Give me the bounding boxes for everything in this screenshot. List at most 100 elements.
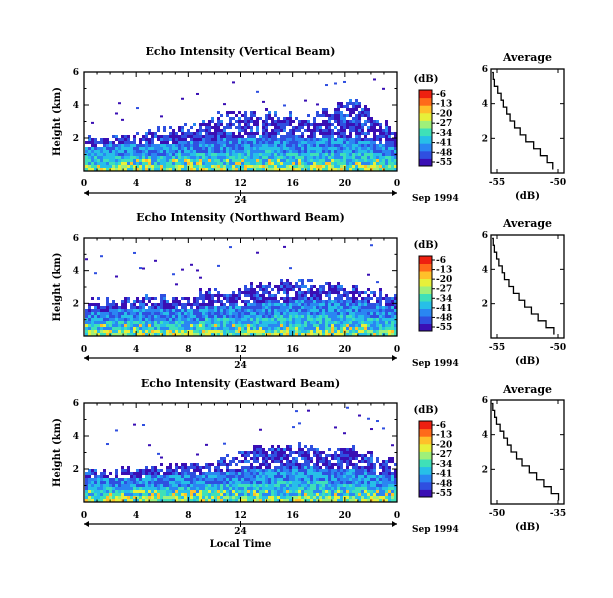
heatmap-cell: [364, 330, 367, 333]
heatmap-cell: [352, 327, 355, 330]
heatmap-cell: [175, 478, 178, 481]
heatmap-cell: [106, 300, 109, 303]
heatmap-cell: [121, 156, 124, 159]
heatmap-cell: [223, 487, 226, 490]
heatmap-cell: [352, 303, 355, 306]
heatmap-cell: [91, 165, 94, 168]
month-label: Sep 1994: [412, 194, 459, 204]
heatmap-cell: [370, 330, 373, 333]
colorbar-segment: [419, 158, 432, 167]
heatmap-cell: [190, 165, 193, 168]
heatmap-cell: [334, 162, 337, 165]
heatmap-cell: [196, 144, 199, 147]
heatmap-cell: [121, 168, 124, 171]
heatmap-cell: [292, 141, 295, 144]
heatmap-cell: [337, 297, 340, 300]
heatmap-cell: [223, 484, 226, 487]
heatmap-cell: [166, 162, 169, 165]
heatmap-cell: [277, 285, 280, 288]
heatmap-cell: [304, 457, 307, 460]
heatmap-cell: [238, 469, 241, 472]
heatmap-cell: [145, 153, 148, 156]
heatmap-cell: [202, 141, 205, 144]
heatmap-cell: [205, 478, 208, 481]
heatmap-cell: [361, 330, 364, 333]
heatmap-cell: [229, 144, 232, 147]
heatmap-cell: [211, 153, 214, 156]
heatmap-cell: [334, 496, 337, 499]
heatmap-cell: [196, 92, 199, 95]
heatmap-cell: [193, 144, 196, 147]
heatmap-cell: [379, 129, 382, 132]
heatmap-cell: [259, 330, 262, 333]
heatmap-cell: [160, 330, 163, 333]
heatmap-cell: [313, 162, 316, 165]
heatmap-cell: [376, 475, 379, 478]
heatmap-cell: [181, 481, 184, 484]
heatmap-cell: [199, 493, 202, 496]
colorbar-segment: [419, 120, 432, 129]
heatmap-cell: [241, 156, 244, 159]
heatmap-cell: [226, 144, 229, 147]
heatmap-cell: [289, 117, 292, 120]
heatmap-cell: [271, 454, 274, 457]
heatmap-cell: [259, 294, 262, 297]
heatmap-cell: [280, 484, 283, 487]
heatmap-cell: [88, 330, 91, 333]
heatmap-cell: [247, 466, 250, 469]
heatmap-cell: [289, 499, 292, 502]
heatmap-cell: [367, 297, 370, 300]
heatmap-cell: [136, 132, 139, 135]
heatmap-cell: [244, 168, 247, 171]
heatmap-cell: [382, 309, 385, 312]
heatmap-cell: [112, 165, 115, 168]
heatmap-cell: [172, 300, 175, 303]
heatmap-cell: [103, 138, 106, 141]
heatmap-cell: [166, 156, 169, 159]
heatmap-cell: [277, 487, 280, 490]
heatmap-cell: [367, 168, 370, 171]
heatmap-cell: [289, 300, 292, 303]
colorbar-segment: [419, 286, 432, 294]
x-tick-label: 20: [339, 511, 352, 521]
heatmap-cell: [223, 490, 226, 493]
heatmap-cell: [340, 150, 343, 153]
heatmap-cell: [145, 330, 148, 333]
heatmap-cell: [358, 138, 361, 141]
heatmap-cell: [355, 108, 358, 111]
heatmap-cell: [151, 333, 154, 336]
heatmap-cell: [382, 487, 385, 490]
heatmap-cell: [142, 150, 145, 153]
heatmap-cell: [313, 132, 316, 135]
heatmap-cell: [337, 120, 340, 123]
heatmap-cell: [121, 159, 124, 162]
heatmap-cell: [292, 321, 295, 324]
heatmap-cell: [289, 333, 292, 336]
heatmap-cell: [163, 294, 166, 297]
heatmap-cell: [319, 499, 322, 502]
heatmap-cell: [109, 306, 112, 309]
heatmap-cell: [280, 466, 283, 469]
heatmap-cell: [256, 294, 259, 297]
heatmap-cell: [295, 309, 298, 312]
heatmap-cell: [310, 147, 313, 150]
heatmap-cell: [223, 135, 226, 138]
colorbar-tick-label: -55: [436, 323, 452, 333]
heatmap-cell: [364, 499, 367, 502]
heatmap-cell: [331, 496, 334, 499]
heatmap-cell: [190, 309, 193, 312]
heatmap-cell: [106, 312, 109, 315]
heatmap-cell: [184, 490, 187, 493]
heatmap-cell: [232, 312, 235, 315]
heatmap-cell: [127, 499, 130, 502]
heatmap-cell: [115, 135, 118, 138]
heatmap-cell: [385, 475, 388, 478]
heatmap-cell: [340, 318, 343, 321]
heatmap-cell: [91, 159, 94, 162]
heatmap-cell: [139, 309, 142, 312]
heatmap-cell: [283, 490, 286, 493]
heatmap-cell: [205, 132, 208, 135]
heatmap-cell: [223, 318, 226, 321]
heatmap-cell: [262, 150, 265, 153]
heatmap-cell: [394, 478, 397, 481]
